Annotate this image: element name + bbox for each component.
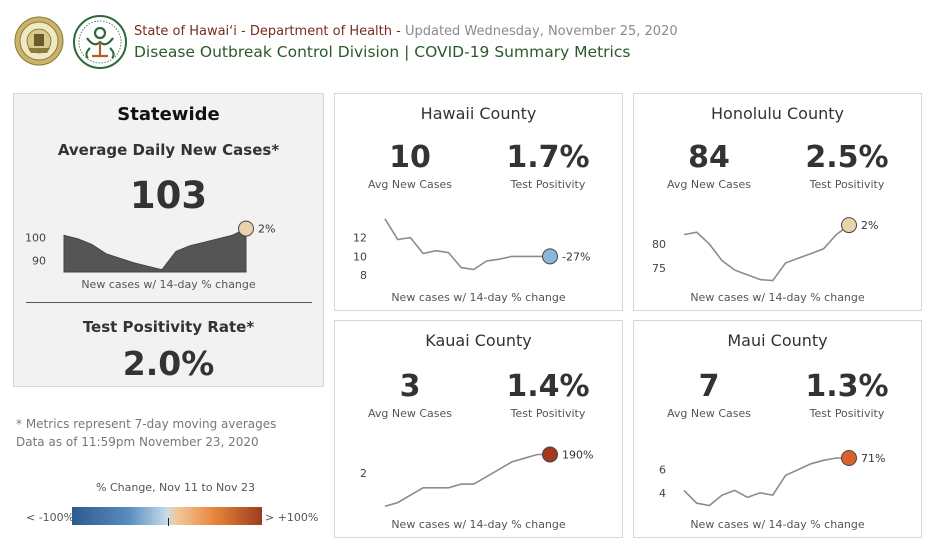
hawaii-sparkline-chart: 8 10 12 -27%: [353, 218, 590, 282]
avg-new-cases-value: 3: [399, 369, 421, 404]
department-of-health-logo-icon: [73, 15, 127, 69]
avg-new-cases-value: 10: [389, 140, 431, 175]
test-positivity-label: Test Positivity: [510, 178, 586, 191]
hawaii-county-panel: Hawaii County 10 Avg New Cases 1.7% Test…: [334, 93, 623, 311]
maui-sparkline-chart: 4 6 71%: [659, 450, 885, 507]
avg-new-cases-value: 7: [698, 369, 720, 404]
test-positivity-label: Test Positivity: [809, 407, 885, 420]
chart-caption: New cases w/ 14-day % change: [690, 518, 865, 531]
test-positivity: 2.5% Test Positivity: [782, 140, 912, 191]
y-tick-label: 12: [353, 232, 367, 245]
change-label: 71%: [861, 452, 885, 465]
chart-caption: New cases w/ 14-day % change: [690, 291, 865, 304]
county-title: Maui County: [727, 331, 828, 350]
series-line: [683, 457, 849, 507]
change-label: 190%: [562, 449, 593, 462]
updated-date: Updated Wednesday, November 25, 2020: [404, 24, 678, 39]
chart-caption: New cases w/ 14-day % change: [391, 518, 566, 531]
county-title: Honolulu County: [711, 104, 844, 123]
change-label: -27%: [562, 250, 590, 263]
dashboard-header: State of Hawaiʻi - Department of Health …: [0, 0, 934, 82]
test-positivity-value: 2.5%: [805, 140, 889, 175]
test-positivity-label: Test Positivity Rate*: [82, 318, 255, 336]
legend-zero-tick: [168, 518, 169, 526]
y-tick-label: 8: [360, 269, 367, 282]
statewide-title: Statewide: [117, 104, 220, 125]
y-tick-label: 6: [659, 464, 666, 477]
dashboard-title: Disease Outbreak Control Division | COVI…: [134, 43, 631, 61]
y-tick-label: 2: [360, 467, 367, 480]
org-name: State of Hawaiʻi - Department of Health …: [134, 24, 405, 39]
header-line-1: State of Hawaiʻi - Department of Health …: [134, 24, 678, 39]
county-title: Hawaii County: [420, 104, 537, 123]
series-area: [63, 227, 247, 273]
test-positivity-value: 1.7%: [506, 140, 590, 175]
test-positivity-label: Test Positivity: [809, 178, 885, 191]
divider: [26, 302, 312, 303]
avg-daily-cases-label: Average Daily New Cases*: [57, 141, 280, 159]
avg-new-cases-value: 84: [688, 140, 730, 175]
avg-new-cases: 10 Avg New Cases: [345, 140, 475, 191]
avg-new-cases-label: Avg New Cases: [367, 178, 452, 191]
kauai-sparkline-chart: 2 190%: [360, 446, 593, 508]
test-positivity-value: 1.3%: [805, 369, 889, 404]
county-title: Kauai County: [425, 331, 532, 350]
y-tick-label: 4: [659, 487, 666, 500]
y-tick-label: 90: [32, 255, 46, 268]
test-positivity: 1.4% Test Positivity: [483, 369, 613, 420]
end-point-marker: [542, 446, 558, 463]
series-line: [683, 224, 850, 282]
test-positivity-value: 1.4%: [506, 369, 590, 404]
test-positivity: 1.3% Test Positivity: [782, 369, 912, 420]
end-point-marker: [841, 217, 857, 234]
y-tick-label: 100: [25, 232, 46, 245]
avg-new-cases-label: Avg New Cases: [666, 178, 751, 191]
legend-min-label: < -100%: [26, 511, 75, 524]
avg-new-cases: 84 Avg New Cases: [644, 140, 774, 191]
test-positivity-value: 2.0%: [122, 344, 215, 383]
avg-new-cases: 3 Avg New Cases: [345, 369, 475, 420]
legend-max-label: > +100%: [265, 511, 319, 524]
test-positivity-label: Test Positivity: [510, 407, 586, 420]
honolulu-county-panel: Honolulu County 84 Avg New Cases 2.5% Te…: [633, 93, 922, 311]
avg-new-cases-label: Avg New Cases: [666, 407, 751, 420]
maui-county-panel: Maui County 7 Avg New Cases 1.3% Test Po…: [633, 320, 922, 538]
legend-title: % Change, Nov 11 to Nov 23: [96, 481, 256, 494]
statewide-sparkline-chart: 90 100 2%: [25, 220, 275, 273]
kauai-county-panel: Kauai County 3 Avg New Cases 1.4% Test P…: [334, 320, 623, 538]
test-positivity: 1.7% Test Positivity: [483, 140, 613, 191]
avg-daily-cases-value: 103: [129, 174, 208, 217]
change-label: 2%: [258, 223, 275, 236]
y-tick-label: 10: [353, 250, 367, 263]
avg-new-cases: 7 Avg New Cases: [644, 369, 774, 420]
statewide-chart-caption: New cases w/ 14-day % change: [81, 278, 256, 291]
honolulu-sparkline-chart: 75 80 2%: [652, 217, 878, 282]
y-tick-label: 80: [652, 238, 666, 251]
statewide-panel: Statewide Average Daily New Cases* 103 9…: [13, 93, 324, 387]
series-line: [384, 218, 550, 271]
chart-caption: New cases w/ 14-day % change: [391, 291, 566, 304]
footnote-data-date: Data as of 11:59pm November 23, 2020: [16, 435, 259, 449]
y-tick-label: 75: [652, 262, 666, 275]
change-label: 2%: [861, 219, 878, 232]
footnote-metrics: * Metrics represent 7-day moving average…: [16, 417, 277, 431]
end-point-marker: [238, 220, 254, 237]
end-point-marker: [841, 450, 857, 466]
avg-new-cases-label: Avg New Cases: [367, 407, 452, 420]
state-seal-icon: [14, 16, 64, 66]
series-line: [384, 453, 550, 508]
end-point-marker: [542, 248, 558, 265]
color-legend-gradient: [72, 507, 262, 525]
